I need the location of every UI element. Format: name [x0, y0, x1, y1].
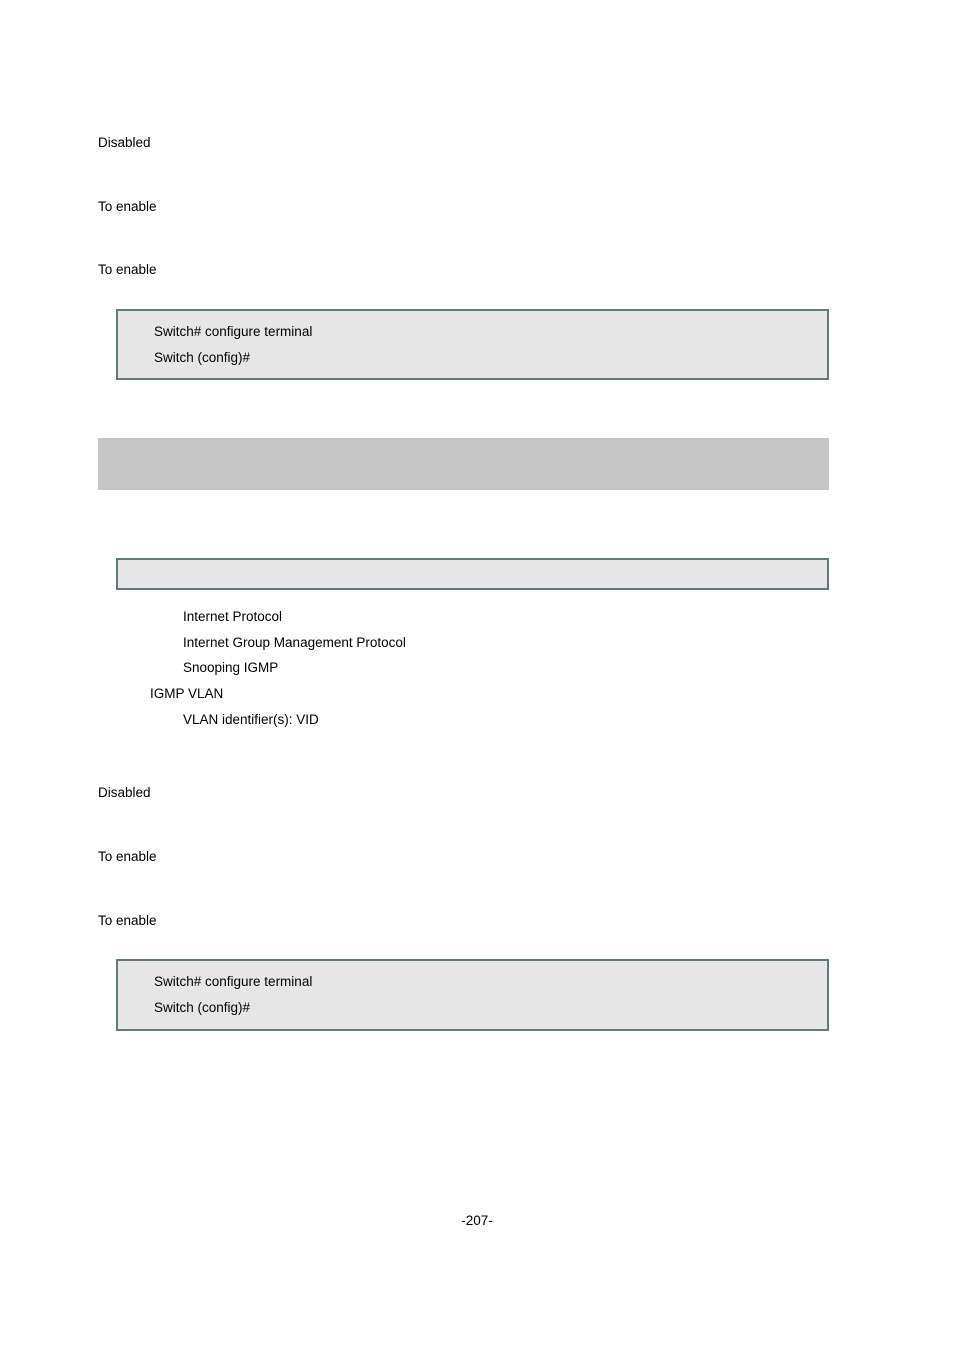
page-number: -207- [0, 1213, 954, 1228]
default-label: Disabled [98, 780, 829, 806]
code-line: Switch# configure terminal [154, 319, 791, 345]
code-line: Switch (config)# [154, 345, 791, 371]
param-snoop: Snooping IGMP [98, 655, 829, 681]
mode-line: To enable [98, 844, 829, 870]
code-block-2: Switch# configure terminal Switch (confi… [116, 959, 829, 1030]
mode-line: To enable [98, 194, 829, 220]
param-ip: Internet Protocol [98, 604, 829, 630]
param-igmp: Internet Group Management Protocol [98, 630, 829, 656]
section-banner [98, 438, 829, 490]
code-line: Switch (config)# [154, 995, 791, 1021]
param-vlan-head: IGMP VLAN [98, 681, 829, 707]
syntax-banner [116, 558, 829, 590]
default-label: Disabled [98, 130, 829, 156]
code-block-1: Switch# configure terminal Switch (confi… [116, 309, 829, 380]
param-vlan-id: VLAN identifier(s): VID [98, 707, 829, 733]
usage-line: To enable [98, 908, 829, 934]
usage-line: To enable [98, 257, 829, 283]
code-line: Switch# configure terminal [154, 969, 791, 995]
